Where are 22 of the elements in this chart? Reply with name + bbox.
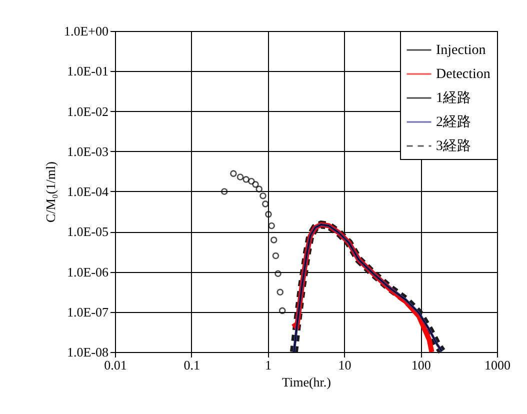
- legend-label: Detection: [436, 67, 490, 82]
- y-tick-label: 1.0E-01: [66, 64, 108, 79]
- y-tick-label: 1.0E-03: [66, 144, 108, 159]
- y-tick-label: 1.0E-08: [66, 344, 108, 360]
- legend-label: 1経路: [436, 90, 471, 106]
- y-tick-label: 1.0E-07: [66, 304, 109, 320]
- y-tick-label: 1.0E+00: [64, 24, 108, 38]
- x-tick-label: 10: [338, 358, 352, 372]
- legend-label: 2経路: [436, 114, 471, 130]
- x-axis-title: Time(hr.): [282, 374, 331, 390]
- y-tick-label: 1.0E-05: [66, 224, 108, 240]
- x-tick-label: 0.01: [104, 358, 127, 372]
- legend-label: Injection: [436, 43, 486, 58]
- x-tick-label: 0.1: [184, 358, 200, 372]
- y-tick-label: 1.0E-02: [66, 104, 108, 119]
- y-axis-title: C/M₀(1/ml): [42, 162, 58, 222]
- legend-label: 3経路: [436, 138, 471, 154]
- x-tick-label: 1000: [484, 358, 510, 372]
- x-tick-label: 100: [411, 358, 431, 372]
- x-tick-label: 1: [265, 358, 272, 372]
- y-tick-label: 1.0E-06: [66, 264, 109, 280]
- y-tick-label: 1.0E-04: [66, 184, 109, 199]
